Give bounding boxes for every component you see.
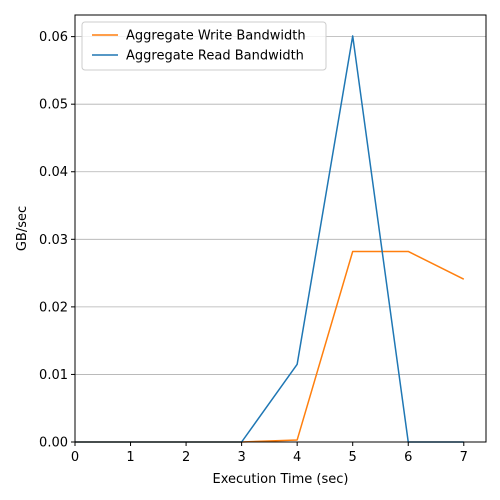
y-tick-label: 0.04 <box>39 165 68 180</box>
series-line-write <box>75 250 465 443</box>
x-axis: 0 1 2 3 4 5 6 7 <box>71 442 468 465</box>
plot-frame <box>74 14 487 443</box>
x-tick-label: 5 <box>349 450 357 465</box>
legend-label-read: Aggregate Read Bandwidth <box>126 49 304 64</box>
legend: Aggregate Write Bandwidth Aggregate Read… <box>81 21 327 71</box>
y-tick-label: 0.06 <box>39 30 68 45</box>
legend-box <box>81 21 327 71</box>
y-tick-label: 0.02 <box>39 300 68 315</box>
y-axis-label: GB/sec <box>15 206 30 251</box>
x-tick-label: 7 <box>460 450 468 465</box>
x-tick-label: 3 <box>237 450 245 465</box>
legend-label-write: Aggregate Write Bandwidth <box>126 29 306 44</box>
x-axis-label: Execution Time (sec) <box>213 472 349 487</box>
y-tick-label: 0.01 <box>39 368 68 383</box>
y-axis: 0.00 0.01 0.02 0.03 0.04 0.05 0.06 <box>39 30 75 451</box>
x-tick-label: 2 <box>182 450 190 465</box>
y-tick-label: 0.00 <box>39 436 68 451</box>
x-tick-label: 1 <box>126 450 134 465</box>
x-tick-label: 0 <box>71 450 79 465</box>
x-tick-label: 6 <box>404 450 412 465</box>
y-tick-label: 0.05 <box>39 98 68 113</box>
y-tick-label: 0.03 <box>39 233 68 248</box>
grid-lines <box>75 36 486 443</box>
x-tick-label: 4 <box>293 450 301 465</box>
